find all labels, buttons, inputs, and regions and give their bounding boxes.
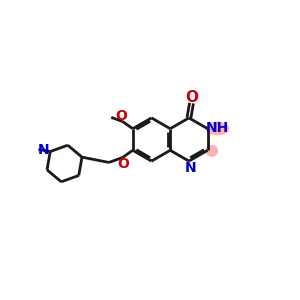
Ellipse shape xyxy=(206,145,218,157)
Text: O: O xyxy=(115,109,127,123)
Text: N: N xyxy=(184,161,196,175)
Text: NH: NH xyxy=(206,121,229,135)
Text: N: N xyxy=(38,143,50,157)
Text: O: O xyxy=(117,157,129,170)
Text: O: O xyxy=(185,90,198,105)
Ellipse shape xyxy=(206,122,230,135)
